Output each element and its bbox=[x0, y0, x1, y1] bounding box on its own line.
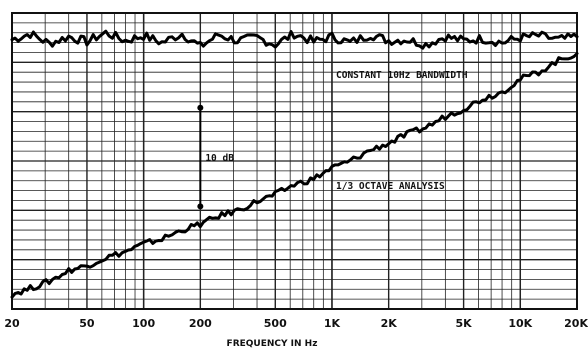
db-scale-marker bbox=[197, 104, 204, 210]
series-line-constant-10hz-bandwidth bbox=[10, 29, 579, 50]
x-axis-label: FREQUENCY IN Hz bbox=[227, 339, 318, 349]
x-tick-label: 50 bbox=[79, 317, 95, 330]
x-tick-label: 200 bbox=[189, 317, 212, 330]
annotation-10db: 10 dB bbox=[205, 153, 234, 164]
db-marker-dot-bottom bbox=[197, 203, 204, 210]
annotations: CONSTANT 10Hz BANDWIDTH 1/3 OCTAVE ANALYS… bbox=[205, 70, 467, 192]
x-tick-label: 100 bbox=[132, 317, 155, 330]
x-tick-label: 20K bbox=[564, 317, 588, 330]
annotation-constant-10hz-bandwidth: CONSTANT 10Hz BANDWIDTH bbox=[336, 70, 468, 81]
x-tick-label: 10K bbox=[508, 317, 532, 330]
x-tick-label: 1K bbox=[324, 317, 341, 330]
series-group bbox=[10, 29, 579, 299]
x-tick-label: 500 bbox=[264, 317, 287, 330]
db-marker-dot-top bbox=[197, 104, 204, 111]
x-tick-label: 2K bbox=[381, 317, 398, 330]
annotation-third-octave-analysis: 1/3 OCTAVE ANALYSIS bbox=[336, 181, 445, 192]
x-tick-label: 5K bbox=[456, 317, 473, 330]
x-tick-label: 20 bbox=[4, 317, 20, 330]
series-line-third-octave-analysis bbox=[10, 52, 579, 299]
x-tick-labels: 20 50 100 200 500 1K 2K 5K 10K 20K bbox=[4, 317, 588, 330]
plot-frame bbox=[11, 12, 578, 310]
grid bbox=[11, 12, 578, 310]
